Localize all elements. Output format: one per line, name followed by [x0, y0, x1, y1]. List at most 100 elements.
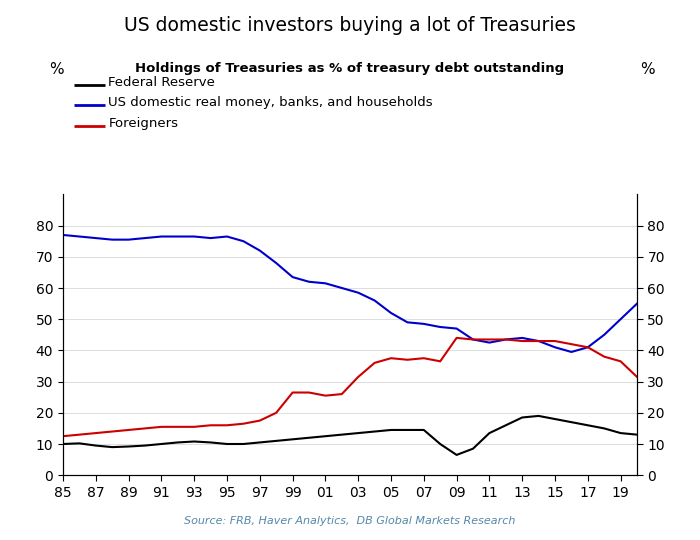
- Foreigners: [223, 422, 231, 429]
- US domestic real money, banks, and households: [141, 235, 149, 241]
- US domestic real money, banks, and households: [256, 247, 264, 254]
- Federal Reserve: [436, 441, 445, 447]
- Federal Reserve: [288, 436, 297, 443]
- US domestic real money, banks, and households: [617, 316, 625, 322]
- Federal Reserve: [485, 430, 494, 436]
- Foreigners: [419, 355, 428, 361]
- US domestic real money, banks, and households: [59, 232, 67, 238]
- Federal Reserve: [75, 440, 83, 447]
- Federal Reserve: [534, 413, 542, 419]
- Foreigners: [354, 374, 363, 380]
- Federal Reserve: [633, 431, 641, 438]
- Federal Reserve: [452, 451, 461, 458]
- US domestic real money, banks, and households: [600, 332, 608, 338]
- Federal Reserve: [158, 441, 166, 447]
- Text: %: %: [640, 62, 655, 77]
- Federal Reserve: [567, 419, 575, 426]
- Text: Holdings of Treasuries as % of treasury debt outstanding: Holdings of Treasuries as % of treasury …: [135, 62, 565, 75]
- US domestic real money, banks, and households: [419, 321, 428, 327]
- Foreigners: [92, 430, 100, 436]
- US domestic real money, banks, and households: [403, 319, 412, 326]
- US domestic real money, banks, and households: [190, 233, 198, 240]
- US domestic real money, banks, and households: [272, 260, 281, 266]
- US domestic real money, banks, and households: [223, 233, 231, 240]
- Foreigners: [141, 425, 149, 431]
- Federal Reserve: [239, 441, 248, 447]
- US domestic real money, banks, and households: [174, 233, 182, 240]
- US domestic real money, banks, and households: [551, 344, 559, 350]
- US domestic real money, banks, and households: [75, 233, 83, 240]
- Federal Reserve: [551, 416, 559, 422]
- US domestic real money, banks, and households: [633, 300, 641, 307]
- Foreigners: [239, 421, 248, 427]
- Line: Federal Reserve: Federal Reserve: [63, 416, 637, 455]
- US domestic real money, banks, and households: [534, 338, 542, 345]
- Text: Federal Reserve: Federal Reserve: [108, 76, 216, 89]
- Text: US domestic real money, banks, and households: US domestic real money, banks, and house…: [108, 96, 433, 109]
- Text: Foreigners: Foreigners: [108, 117, 178, 130]
- US domestic real money, banks, and households: [387, 310, 395, 316]
- Federal Reserve: [206, 439, 215, 446]
- Foreigners: [108, 428, 116, 435]
- Federal Reserve: [518, 414, 526, 421]
- Foreigners: [370, 360, 379, 366]
- US domestic real money, banks, and households: [452, 325, 461, 332]
- Federal Reserve: [584, 422, 592, 429]
- Foreigners: [158, 423, 166, 430]
- Foreigners: [321, 393, 330, 399]
- Federal Reserve: [304, 435, 313, 441]
- US domestic real money, banks, and households: [518, 335, 526, 341]
- Foreigners: [206, 422, 215, 429]
- Federal Reserve: [108, 444, 116, 450]
- Foreigners: [174, 423, 182, 430]
- Federal Reserve: [125, 443, 133, 450]
- Line: US domestic real money, banks, and households: US domestic real money, banks, and house…: [63, 235, 637, 352]
- US domestic real money, banks, and households: [239, 238, 248, 245]
- US domestic real money, banks, and households: [92, 235, 100, 241]
- Text: Source: FRB, Haver Analytics,  DB Global Markets Research: Source: FRB, Haver Analytics, DB Global …: [184, 516, 516, 526]
- Foreigners: [617, 358, 625, 365]
- US domestic real money, banks, and households: [288, 274, 297, 280]
- Foreigners: [633, 374, 641, 380]
- Federal Reserve: [419, 427, 428, 433]
- Federal Reserve: [190, 438, 198, 445]
- Foreigners: [304, 389, 313, 396]
- Foreigners: [256, 417, 264, 424]
- US domestic real money, banks, and households: [206, 235, 215, 241]
- US domestic real money, banks, and households: [108, 237, 116, 243]
- Federal Reserve: [321, 433, 330, 440]
- Foreigners: [59, 433, 67, 440]
- Foreigners: [190, 423, 198, 430]
- Foreigners: [75, 431, 83, 438]
- Foreigners: [337, 391, 346, 397]
- Foreigners: [125, 427, 133, 433]
- Foreigners: [387, 355, 395, 361]
- US domestic real money, banks, and households: [321, 280, 330, 287]
- Foreigners: [584, 344, 592, 350]
- Federal Reserve: [600, 425, 608, 431]
- Federal Reserve: [370, 428, 379, 435]
- Foreigners: [502, 336, 510, 343]
- US domestic real money, banks, and households: [469, 336, 477, 343]
- Foreigners: [452, 335, 461, 341]
- Line: Foreigners: Foreigners: [63, 338, 637, 436]
- Foreigners: [551, 338, 559, 345]
- US domestic real money, banks, and households: [436, 324, 445, 330]
- Federal Reserve: [337, 431, 346, 438]
- Federal Reserve: [223, 441, 231, 447]
- Foreigners: [469, 336, 477, 343]
- Federal Reserve: [272, 437, 281, 444]
- Foreigners: [272, 409, 281, 416]
- US domestic real money, banks, and households: [125, 237, 133, 243]
- US domestic real money, banks, and households: [337, 285, 346, 291]
- US domestic real money, banks, and households: [567, 349, 575, 355]
- Text: US domestic investors buying a lot of Treasuries: US domestic investors buying a lot of Tr…: [124, 16, 576, 35]
- US domestic real money, banks, and households: [370, 297, 379, 303]
- Federal Reserve: [617, 430, 625, 436]
- Federal Reserve: [256, 439, 264, 446]
- US domestic real money, banks, and households: [158, 233, 166, 240]
- Federal Reserve: [469, 446, 477, 452]
- Federal Reserve: [354, 430, 363, 436]
- Federal Reserve: [59, 441, 67, 447]
- Foreigners: [485, 336, 494, 343]
